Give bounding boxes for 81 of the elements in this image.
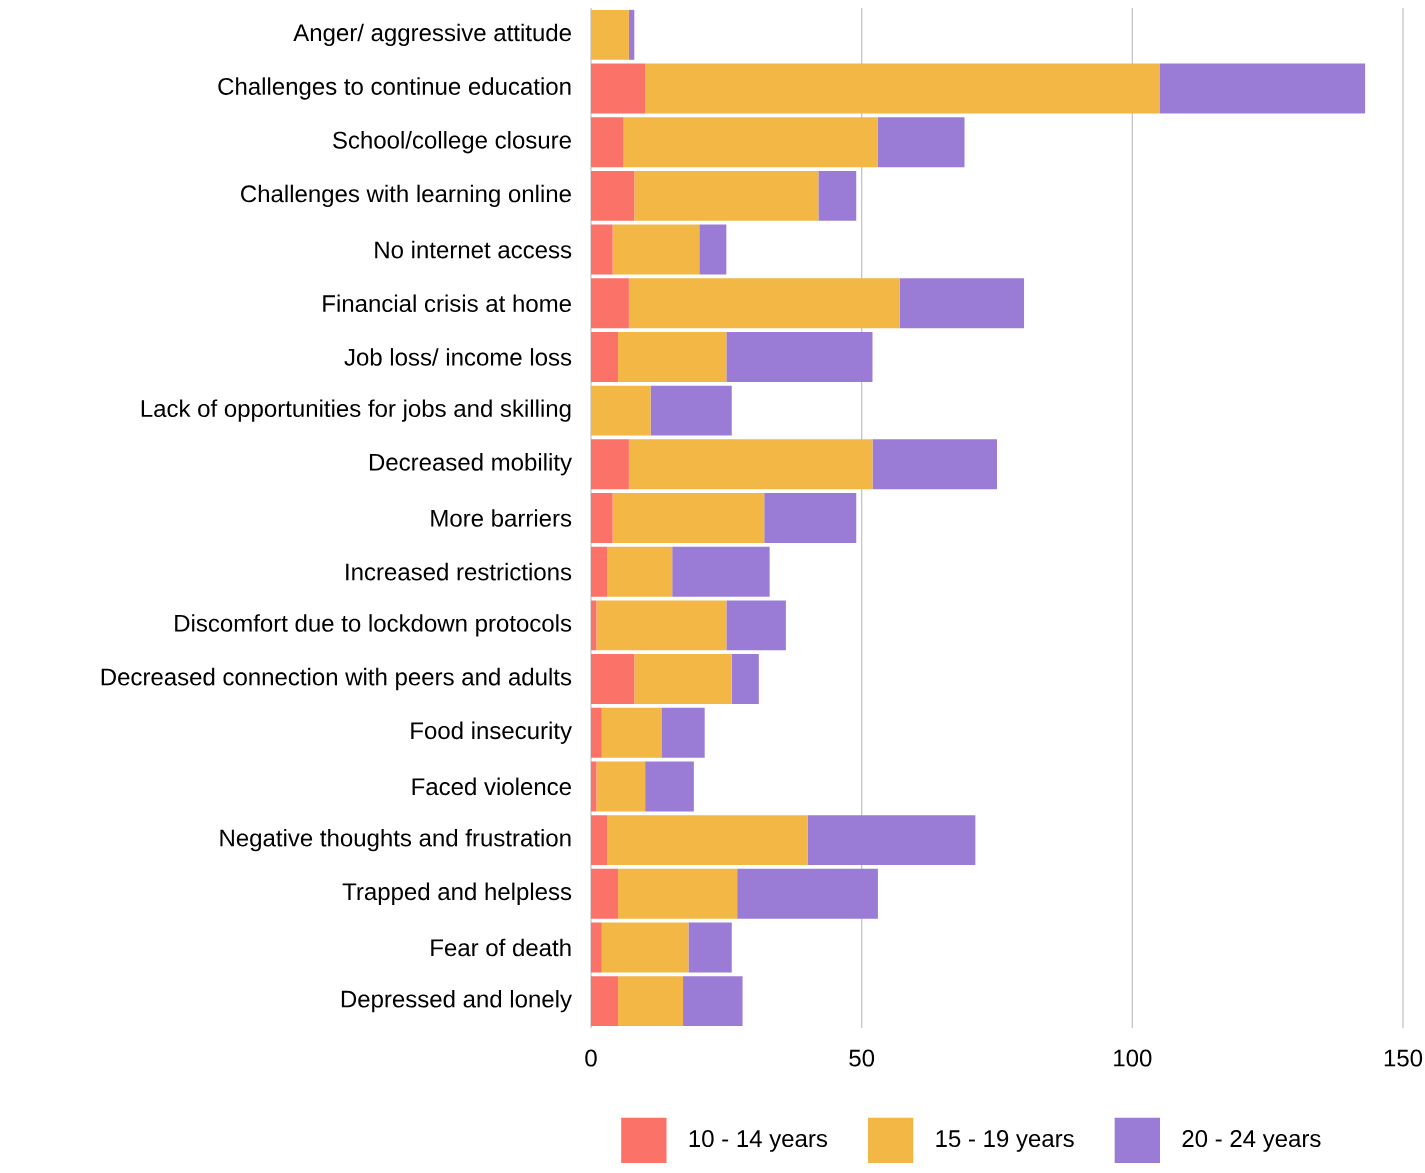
y-tick-label: Increased restrictions [346,562,572,581]
bar [688,922,732,973]
legend-label: 15 - 19 years [936,1130,1074,1152]
y-tick-label: Challenges with learning online [241,184,571,208]
bar [591,331,619,382]
y-tick-label: Fear of death [431,938,571,957]
bar [872,439,997,490]
bar [591,922,602,973]
bar [591,117,624,168]
bar [645,63,1160,114]
bar [628,9,635,60]
bar [612,224,700,275]
y-tick-label: Lack of opportunities for jobs and skilling [141,399,571,422]
bar [601,922,689,973]
bar [650,385,732,436]
bar [596,600,727,651]
bar [601,707,662,758]
bar [591,761,597,812]
y-tick-label: No internet access [375,240,572,259]
bar [618,331,727,382]
x-tick-label: 150 [1384,1049,1423,1067]
y-tick-label: More barriers [431,509,572,527]
x-tick-label: 50 [849,1049,875,1067]
y-tick-label: Faced violence [412,777,571,796]
bar [628,439,873,490]
legend-label: 10 - 14 years [689,1130,828,1152]
y-tick-label: Job loss/ income loss [344,348,572,366]
y-tick-label: Decreased connection with peers and adults [101,667,572,691]
y-tick-label: Negative thoughts and frustration [220,828,571,852]
bar [661,707,705,758]
bar [591,9,629,60]
bar [591,815,608,866]
y-tick-label: Discomfort due to lockdown protocols [175,614,572,637]
bar [683,976,743,1027]
bar [699,224,727,275]
bar [877,117,965,168]
bar [591,493,613,543]
bar [612,493,765,543]
bar [807,815,976,866]
bar [591,976,619,1027]
y-tick-label: Challenges to continue education [218,77,571,100]
x-tick-label: 100 [1114,1049,1152,1067]
bar [726,600,786,651]
bar [607,546,673,597]
y-tick-label: Financial crisis at home [323,294,571,313]
bar [726,331,873,382]
y-tick-label: Anger/ aggressive attitude [293,23,571,47]
y-tick-label: Food insecurity [411,721,572,744]
bar [591,385,651,436]
x-tick-label: 0 [585,1049,597,1067]
legend-label: 20 - 24 years [1182,1130,1321,1152]
bar [731,654,759,705]
bar [591,868,619,919]
bar [591,170,635,221]
bar [623,117,878,168]
y-tick-label: Depressed and lonely [341,989,572,1013]
bar [591,278,629,329]
bar [591,439,629,490]
bar [591,707,602,758]
bar [618,868,738,919]
bar [591,600,597,651]
bar [764,493,857,543]
bar [818,170,857,221]
bar [591,546,608,597]
bar [737,868,878,919]
bar [591,654,635,705]
bar [607,815,808,866]
bar [899,278,1025,329]
bar [672,546,770,597]
bar [591,224,613,275]
bar [645,761,694,812]
bar [596,761,646,812]
bar [618,976,684,1027]
y-tick-label: Decreased mobility [369,453,572,476]
y-tick-label: Trapped and helpless [342,882,572,905]
bar [634,654,732,705]
y-tick-label: School/college closure [333,131,571,154]
bar [634,170,819,221]
bar [1159,63,1366,114]
bar [628,278,900,329]
bar [591,63,646,114]
